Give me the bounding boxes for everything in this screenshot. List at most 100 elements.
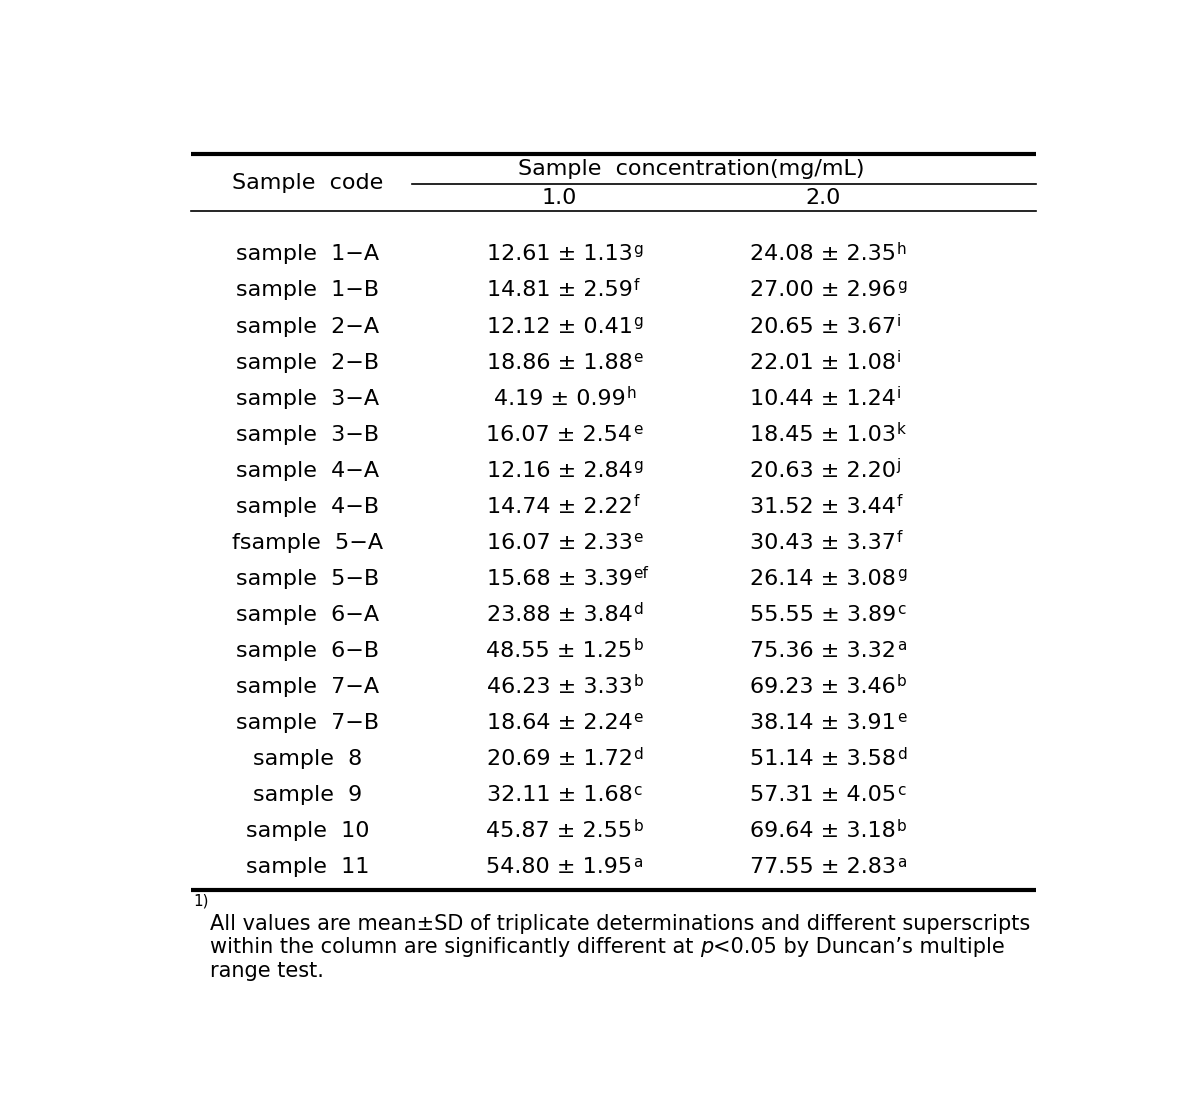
- Text: sample  6−A: sample 6−A: [236, 605, 380, 625]
- Text: a: a: [897, 638, 906, 654]
- Text: d: d: [633, 746, 643, 762]
- Text: j: j: [897, 458, 901, 474]
- Text: sample  3−A: sample 3−A: [236, 389, 380, 408]
- Text: sample  4−B: sample 4−B: [236, 497, 380, 517]
- Text: 1): 1): [193, 893, 208, 909]
- Text: e: e: [633, 530, 643, 545]
- Text: 18.64 ± 2.24: 18.64 ± 2.24: [487, 713, 632, 733]
- Text: g: g: [897, 566, 907, 582]
- Text: b: b: [633, 675, 643, 690]
- Text: within the column are significantly different at: within the column are significantly diff…: [209, 937, 700, 957]
- Text: d: d: [897, 746, 907, 762]
- Text: b: b: [896, 675, 907, 690]
- Text: i: i: [897, 350, 901, 365]
- Text: sample  1−A: sample 1−A: [236, 244, 380, 265]
- Text: 12.12 ± 0.41: 12.12 ± 0.41: [487, 317, 632, 337]
- Text: sample  2−B: sample 2−B: [236, 352, 380, 372]
- Text: 20.69 ± 1.72: 20.69 ± 1.72: [487, 749, 632, 769]
- Text: h: h: [897, 242, 907, 257]
- Text: fsample  5−A: fsample 5−A: [232, 533, 383, 553]
- Text: All values are mean±SD of triplicate determinations and different superscripts: All values are mean±SD of triplicate det…: [209, 914, 1031, 934]
- Text: 23.88 ± 3.84: 23.88 ± 3.84: [487, 605, 632, 625]
- Text: 38.14 ± 3.91: 38.14 ± 3.91: [750, 713, 896, 733]
- Text: sample  1−B: sample 1−B: [236, 280, 380, 300]
- Text: a: a: [897, 854, 906, 870]
- Text: 31.52 ± 3.44: 31.52 ± 3.44: [750, 497, 896, 517]
- Text: ef: ef: [633, 566, 649, 582]
- Text: e: e: [896, 711, 906, 725]
- Text: sample  3−B: sample 3−B: [236, 425, 380, 445]
- Text: 77.55 ± 2.83: 77.55 ± 2.83: [750, 857, 896, 877]
- Text: b: b: [633, 818, 643, 834]
- Text: c: c: [897, 603, 906, 617]
- Text: e: e: [633, 350, 643, 365]
- Text: 2.0: 2.0: [806, 188, 840, 208]
- Text: e: e: [633, 422, 643, 437]
- Text: sample  6−B: sample 6−B: [236, 640, 380, 661]
- Text: 26.14 ± 3.08: 26.14 ± 3.08: [750, 569, 896, 588]
- Text: g: g: [633, 458, 643, 474]
- Text: f: f: [897, 530, 902, 545]
- Text: 14.74 ± 2.22: 14.74 ± 2.22: [487, 497, 632, 517]
- Text: sample  5−B: sample 5−B: [236, 569, 380, 588]
- Text: sample  7−A: sample 7−A: [236, 677, 380, 697]
- Text: sample  10: sample 10: [246, 821, 369, 841]
- Text: 12.61 ± 1.13: 12.61 ± 1.13: [487, 244, 632, 265]
- Text: 1.0: 1.0: [541, 188, 577, 208]
- Text: g: g: [633, 315, 643, 329]
- Text: f: f: [633, 278, 639, 293]
- Text: 16.07 ± 2.54: 16.07 ± 2.54: [487, 425, 633, 445]
- Text: 51.14 ± 3.58: 51.14 ± 3.58: [750, 749, 896, 769]
- Text: range test.: range test.: [209, 960, 324, 980]
- Text: 48.55 ± 1.25: 48.55 ± 1.25: [487, 640, 633, 661]
- Text: 69.23 ± 3.46: 69.23 ± 3.46: [750, 677, 896, 697]
- Text: 24.08 ± 2.35: 24.08 ± 2.35: [750, 244, 896, 265]
- Text: sample  2−A: sample 2−A: [236, 317, 380, 337]
- Text: sample  11: sample 11: [246, 857, 369, 877]
- Text: b: b: [896, 818, 907, 834]
- Text: 18.45 ± 1.03: 18.45 ± 1.03: [750, 425, 896, 445]
- Text: 27.00 ± 2.96: 27.00 ± 2.96: [750, 280, 896, 300]
- Text: 18.86 ± 1.88: 18.86 ± 1.88: [487, 352, 632, 372]
- Text: sample  8: sample 8: [253, 749, 362, 769]
- Text: 54.80 ± 1.95: 54.80 ± 1.95: [487, 857, 633, 877]
- Text: within the column are significantly different at: within the column are significantly diff…: [209, 937, 700, 957]
- Text: <0.05 by Duncan’s multiple: <0.05 by Duncan’s multiple: [713, 937, 1006, 957]
- Text: Sample  code: Sample code: [232, 172, 383, 192]
- Text: 57.31 ± 4.05: 57.31 ± 4.05: [750, 785, 896, 805]
- Text: f: f: [633, 495, 639, 509]
- Text: 10.44 ± 1.24: 10.44 ± 1.24: [750, 389, 896, 408]
- Text: 22.01 ± 1.08: 22.01 ± 1.08: [750, 352, 896, 372]
- Text: sample  9: sample 9: [253, 785, 362, 805]
- Text: 30.43 ± 3.37: 30.43 ± 3.37: [750, 533, 896, 553]
- Text: Sample  concentration(mg/mL): Sample concentration(mg/mL): [518, 159, 864, 179]
- Text: b: b: [633, 638, 643, 654]
- Text: f: f: [897, 495, 902, 509]
- Text: p: p: [700, 937, 713, 957]
- Text: 15.68 ± 3.39: 15.68 ± 3.39: [487, 569, 632, 588]
- Text: sample  4−A: sample 4−A: [236, 460, 380, 480]
- Text: 46.23 ± 3.33: 46.23 ± 3.33: [487, 677, 632, 697]
- Text: 55.55 ± 3.89: 55.55 ± 3.89: [750, 605, 896, 625]
- Text: 75.36 ± 3.32: 75.36 ± 3.32: [750, 640, 896, 661]
- Text: k: k: [897, 422, 906, 437]
- Text: 4.19 ± 0.99: 4.19 ± 0.99: [494, 389, 626, 408]
- Text: 32.11 ± 1.68: 32.11 ± 1.68: [487, 785, 632, 805]
- Text: sample  7−B: sample 7−B: [236, 713, 380, 733]
- Text: e: e: [633, 711, 643, 725]
- Text: i: i: [897, 315, 901, 329]
- Text: p: p: [700, 937, 713, 957]
- Text: 20.65 ± 3.67: 20.65 ± 3.67: [750, 317, 896, 337]
- Text: c: c: [633, 783, 641, 797]
- Text: d: d: [633, 603, 643, 617]
- Text: h: h: [626, 386, 635, 401]
- Text: g: g: [897, 278, 907, 293]
- Text: 20.63 ± 2.20: 20.63 ± 2.20: [750, 460, 896, 480]
- Text: a: a: [633, 854, 643, 870]
- Text: 16.07 ± 2.33: 16.07 ± 2.33: [487, 533, 632, 553]
- Text: 45.87 ± 2.55: 45.87 ± 2.55: [487, 821, 633, 841]
- Text: i: i: [897, 386, 901, 401]
- Text: 14.81 ± 2.59: 14.81 ± 2.59: [487, 280, 632, 300]
- Text: 12.16 ± 2.84: 12.16 ± 2.84: [487, 460, 632, 480]
- Text: g: g: [633, 242, 643, 257]
